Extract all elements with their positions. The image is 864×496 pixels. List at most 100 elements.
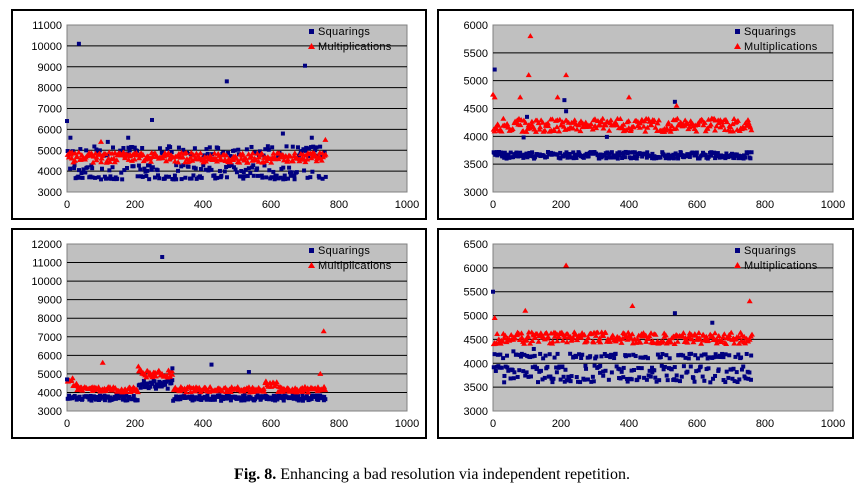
y-tick-label: 3000 [464,406,488,418]
multiplications-point [258,150,265,156]
squarings-point [612,356,617,361]
squarings-point [698,364,703,369]
multiplications-point [168,367,175,373]
y-tick-label: 9000 [38,295,62,307]
multiplications-point [630,124,637,130]
squarings-point [746,150,751,155]
squarings-point [152,175,157,180]
multiplications-point [589,126,596,132]
multiplications-point [640,123,647,129]
squarings-point [623,354,628,359]
multiplications-point [602,329,609,335]
squarings-point [193,166,198,171]
squarings-point [135,398,140,403]
squarings-point [644,377,649,382]
squarings-point [706,155,711,160]
multiplications-point [244,159,251,165]
squarings-point [622,155,627,160]
squarings-point [618,376,623,381]
squarings-point [658,355,663,360]
squarings-point [304,394,309,399]
squarings-point [724,151,729,156]
multiplications-point [562,334,569,340]
squarings-point [676,353,681,358]
squarings-point [224,175,229,180]
legend-label-multiplications: Multiplications [744,41,818,53]
multiplications-point [498,128,505,134]
squarings-point [90,166,95,171]
squarings-point [153,386,158,391]
multiplications-point [544,120,551,126]
multiplications-point [112,385,119,391]
squarings-point [132,145,137,150]
multiplications-point [574,126,581,132]
squarings-point [678,150,683,155]
squarings-point [281,398,286,403]
chart-panel-bottom-right: 3000 3500 4000 4500 5000 5500 6000 6500 0 200 400 6… [437,228,854,439]
squarings-outlier [562,98,567,103]
squarings-point [226,150,231,155]
squarings-point [278,175,283,180]
squarings-point [569,374,574,379]
multiplications-point [284,156,291,162]
squarings-point [292,177,297,182]
multiplications-outlier [517,94,524,100]
squarings-point [281,396,286,401]
squarings-point [577,352,582,357]
squarings-point [693,153,698,158]
squarings-point [77,175,82,180]
squarings-point [590,374,595,379]
multiplications-point [255,158,262,164]
squarings-point [716,367,721,372]
multiplications-point [239,150,246,156]
squarings-point [73,395,78,400]
squarings-point [613,351,618,356]
multiplications-point [236,159,243,165]
squarings-point [585,377,590,382]
squarings-point [291,396,296,401]
squarings-point [81,167,86,172]
squarings-point [287,165,292,170]
squarings-point [255,173,260,178]
squarings-outlier [604,134,609,139]
squarings-point [88,174,93,179]
legend-marker-squarings [309,248,314,253]
squarings-point [634,156,639,161]
squarings-outlier [105,139,110,144]
squarings-point [654,379,659,384]
squarings-point [643,354,648,359]
squarings-point [635,377,640,382]
squarings-point [292,173,297,178]
squarings-point [308,145,313,150]
x-tick-label: 1000 [821,199,845,211]
squarings-point [691,150,696,155]
multiplications-point [522,119,529,125]
squarings-point [699,353,704,358]
squarings-point [597,156,602,161]
multiplications-point [570,125,577,131]
squarings-point [298,397,303,402]
squarings-point [282,173,287,178]
squarings-point [305,175,310,180]
squarings-point [548,374,553,379]
squarings-point [736,156,741,161]
squarings-point [522,352,527,357]
squarings-point [311,144,316,149]
multiplications-point [140,152,147,158]
squarings-point [694,150,699,155]
squarings-point [170,378,175,383]
squarings-point [313,148,318,153]
squarings-point [255,166,260,171]
squarings-point [493,152,498,157]
squarings-point [209,152,214,157]
y-tick-label: 4000 [38,166,62,178]
multiplications-point [707,121,714,127]
squarings-point [715,151,720,156]
squarings-point [157,146,162,151]
x-tick-label: 400 [194,199,212,211]
multiplications-point [570,334,577,340]
squarings-point [580,352,585,357]
squarings-point [558,150,563,155]
squarings-point [219,398,224,403]
multiplications-point [729,128,736,134]
